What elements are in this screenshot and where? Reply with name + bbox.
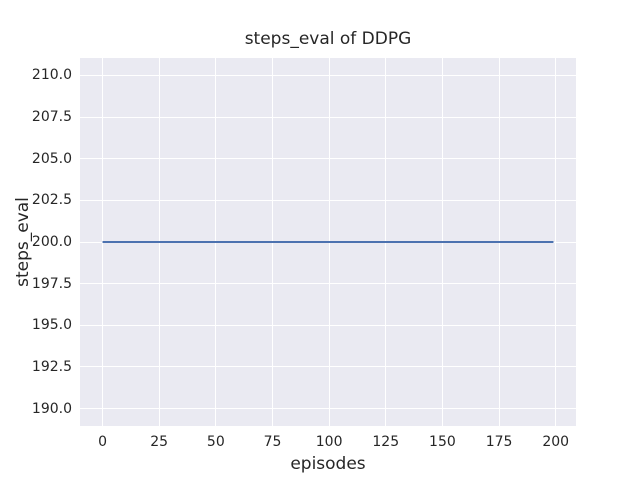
x-tick-label: 50 xyxy=(206,434,225,450)
gridline-y xyxy=(80,74,576,76)
gridline-y xyxy=(80,366,576,368)
x-axis-label: episodes xyxy=(290,454,366,474)
gridline-y xyxy=(80,158,576,160)
x-tick-label: 25 xyxy=(150,434,169,450)
x-tick-label: 175 xyxy=(485,434,513,450)
x-tick-label: 75 xyxy=(263,434,282,450)
y-tick-label: 205.0 xyxy=(31,150,72,167)
gridline-y xyxy=(80,199,576,201)
y-tick-label: 200.0 xyxy=(31,234,72,250)
y-tick-label: 210.0 xyxy=(31,67,72,84)
plot-canvas xyxy=(102,241,554,243)
x-tick-label: 200 xyxy=(542,434,570,450)
y-tick-label: 197.5 xyxy=(31,275,72,292)
gridline-y xyxy=(80,408,576,410)
x-tick-label: 125 xyxy=(372,434,400,450)
y-tick-label: 192.5 xyxy=(31,358,72,375)
x-tick-label: 150 xyxy=(429,434,456,450)
x-tick-label: 0 xyxy=(98,434,107,450)
y-tick-label: 202.5 xyxy=(31,192,72,209)
gridline-y xyxy=(80,283,576,285)
y-tick-label: 195.0 xyxy=(31,317,72,334)
x-tick-label: 100 xyxy=(315,434,343,450)
gridline-y xyxy=(80,116,576,118)
plot-area xyxy=(80,58,576,426)
gridline-y xyxy=(80,324,576,326)
y-tick-label: 190.0 xyxy=(31,400,72,417)
y-tick-label: 207.5 xyxy=(31,109,72,126)
chart-title: steps_eval of DDPG xyxy=(244,29,412,49)
